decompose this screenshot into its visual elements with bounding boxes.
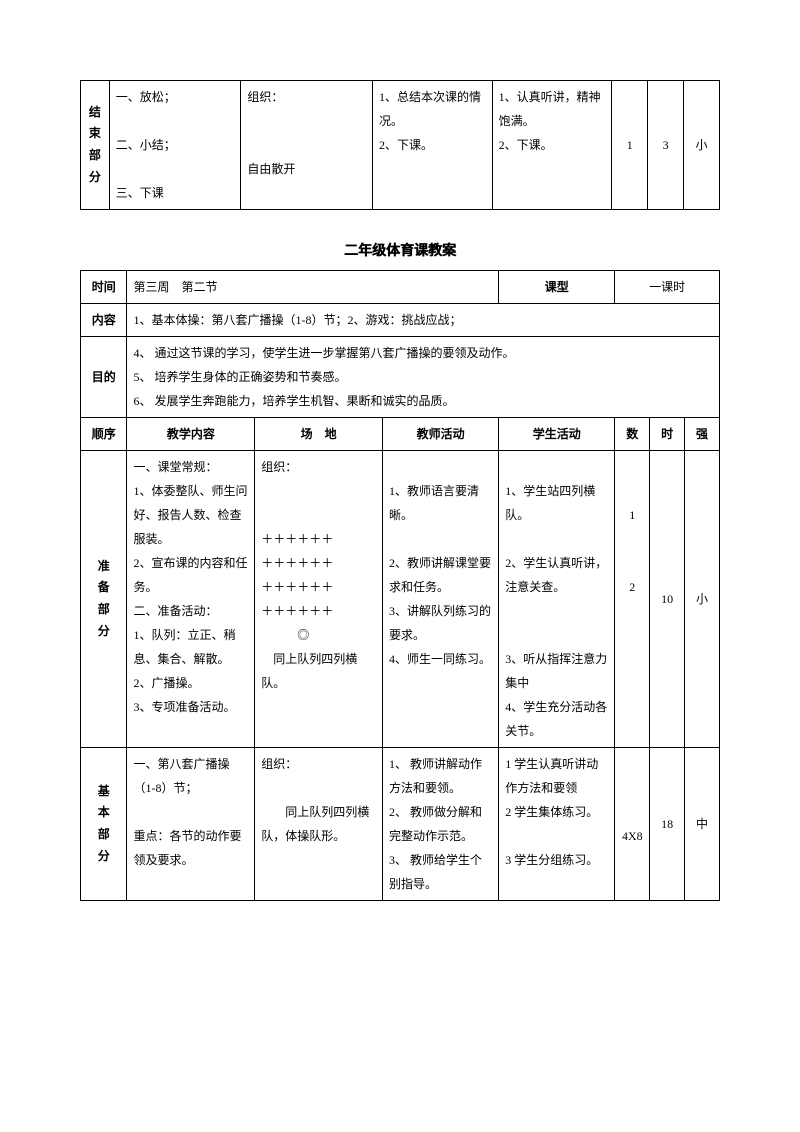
row-content: 内容 1、基本体操：第八套广播操（1-8）节；2、游戏：挑战应战； xyxy=(81,304,720,337)
label-time: 时间 xyxy=(81,271,127,304)
basic-student: 1 学生认真听讲动作方法和要领 2 学生集体练习。 3 学生分组练习。 xyxy=(499,748,615,901)
cell-time: 3 xyxy=(648,81,684,210)
prep-content: 一、课堂常规： 1、体委整队、师生问好、报告人数、检查服装。 2、宣布课的内容和… xyxy=(127,451,255,748)
label-student-act: 学生活动 xyxy=(499,418,615,451)
label-class-type: 课型 xyxy=(499,271,615,304)
section-label: 结束部分 xyxy=(89,105,101,184)
cell-class-type-val: 一课时 xyxy=(615,271,720,304)
prep-teacher: 1、教师语言要清晰。 2、教师讲解课堂要求和任务。 3、讲解队列练习的要求。 4… xyxy=(383,451,499,748)
section-header-end: 结束部分 xyxy=(81,81,110,210)
cell-content-val: 1、基本体操：第八套广播操（1-8）节；2、游戏：挑战应战； xyxy=(127,304,720,337)
cell-num: 1 xyxy=(612,81,648,210)
cell-time-val: 第三周 第二节 xyxy=(127,271,499,304)
prep-time: 10 xyxy=(650,451,685,748)
cell-intensity: 小 xyxy=(684,81,720,210)
label-content: 内容 xyxy=(81,304,127,337)
prep-venue: 组织： ＋＋＋＋＋＋ ＋＋＋＋＋＋ ＋＋＋＋＋＋ ＋＋＋＋＋＋ ◎ 同上队列四列… xyxy=(255,451,383,748)
label-teacher-act: 教师活动 xyxy=(383,418,499,451)
row-basic: 基本部分 一、第八套广播操（1-8）节； 重点：各节的动作要领及要求。 组织： … xyxy=(81,748,720,901)
cell-venue: 组织： 自由散开 xyxy=(241,81,373,210)
label-intensity: 强 xyxy=(685,418,720,451)
section-header-basic: 基本部分 xyxy=(81,748,127,901)
label-purpose: 目的 xyxy=(81,337,127,418)
prep-intensity: 小 xyxy=(685,451,720,748)
basic-time: 18 xyxy=(650,748,685,901)
cell-purpose-val: 4、 通过这节课的学习，使学生进一步掌握第八套广播操的要领及动作。 5、 培养学… xyxy=(127,337,720,418)
row-column-headers: 顺序 教学内容 场 地 教师活动 学生活动 数 时 强 xyxy=(81,418,720,451)
basic-label: 基本部分 xyxy=(98,784,110,863)
label-venue: 场 地 xyxy=(255,418,383,451)
row-prep: 准备部分 一、课堂常规： 1、体委整队、师生问好、报告人数、检查服装。 2、宣布… xyxy=(81,451,720,748)
cell-student: 1、认真听讲，精神饱满。 2、下课。 xyxy=(492,81,612,210)
prep-label: 准备部分 xyxy=(98,559,110,638)
table-conclusion-section: 结束部分 一、放松； 二、小结； 三、下课 组织： 自由散开 1、总结本次课的情… xyxy=(80,80,720,210)
cell-teacher: 1、总结本次课的情况。 2、下课。 xyxy=(372,81,492,210)
table-lesson-plan: 时间 第三周 第二节 课型 一课时 内容 1、基本体操：第八套广播操（1-8）节… xyxy=(80,270,720,901)
basic-num: 4X8 xyxy=(615,748,650,901)
page-title: 二年级体育课教案 xyxy=(80,240,720,260)
cell-content: 一、放松； 二、小结； 三、下课 xyxy=(109,81,241,210)
prep-num: 1 2 xyxy=(615,451,650,748)
label-teach-content: 教学内容 xyxy=(127,418,255,451)
label-time-col: 时 xyxy=(650,418,685,451)
prep-student: 1、学生站四列横队。 2、学生认真听讲，注意关查。 3、听从指挥注意力集中 4、… xyxy=(499,451,615,748)
label-num: 数 xyxy=(615,418,650,451)
row-purpose: 目的 4、 通过这节课的学习，使学生进一步掌握第八套广播操的要领及动作。 5、 … xyxy=(81,337,720,418)
row-time: 时间 第三周 第二节 课型 一课时 xyxy=(81,271,720,304)
basic-content: 一、第八套广播操（1-8）节； 重点：各节的动作要领及要求。 xyxy=(127,748,255,901)
basic-venue: 组织： 同上队列四列横队，体操队形。 xyxy=(255,748,383,901)
table-row: 结束部分 一、放松； 二、小结； 三、下课 组织： 自由散开 1、总结本次课的情… xyxy=(81,81,720,210)
basic-teacher: 1、 教师讲解动作方法和要领。 2、 教师做分解和完整动作示范。 3、 教师给学… xyxy=(383,748,499,901)
basic-intensity: 中 xyxy=(685,748,720,901)
label-order: 顺序 xyxy=(81,418,127,451)
section-header-prep: 准备部分 xyxy=(81,451,127,748)
